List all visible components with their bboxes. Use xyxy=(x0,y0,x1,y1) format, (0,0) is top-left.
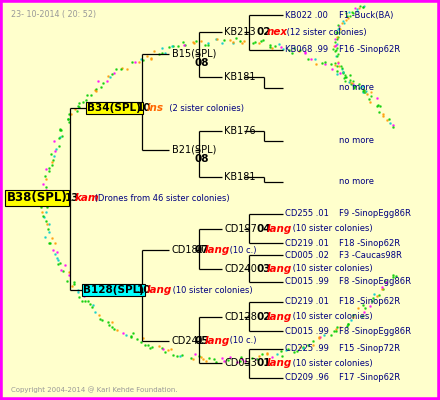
Text: B21(SPL): B21(SPL) xyxy=(172,145,216,155)
Text: B38(SPL): B38(SPL) xyxy=(7,192,68,204)
Text: CD015 .99: CD015 .99 xyxy=(285,327,329,336)
Text: KB068 .99: KB068 .99 xyxy=(285,45,328,54)
Text: B128(SPL): B128(SPL) xyxy=(83,285,144,295)
Text: CD015 .99: CD015 .99 xyxy=(285,278,329,286)
Text: F16 -Sinop62R: F16 -Sinop62R xyxy=(339,45,400,54)
Text: F3 -Caucas98R: F3 -Caucas98R xyxy=(339,251,402,260)
Text: lang: lang xyxy=(267,312,292,322)
Text: B15(SPL): B15(SPL) xyxy=(172,49,216,59)
Text: KB181: KB181 xyxy=(224,72,256,82)
Text: CD219 .01: CD219 .01 xyxy=(285,239,329,248)
Text: (10 c.): (10 c.) xyxy=(227,336,257,345)
Text: Copyright 2004-2014 @ Karl Kehde Foundation.: Copyright 2004-2014 @ Karl Kehde Foundat… xyxy=(11,386,178,393)
Text: F17 -Sinop62R: F17 -Sinop62R xyxy=(339,374,400,382)
Text: lang: lang xyxy=(267,264,292,274)
Text: kam: kam xyxy=(75,193,99,203)
Text: 03: 03 xyxy=(257,264,271,274)
Text: CD197: CD197 xyxy=(224,224,257,234)
Text: 23- 10-2014 ( 20: 52): 23- 10-2014 ( 20: 52) xyxy=(11,10,96,19)
Text: (2 sister colonies): (2 sister colonies) xyxy=(164,104,244,112)
Text: lang: lang xyxy=(205,245,230,255)
Text: (10 sister colonies): (10 sister colonies) xyxy=(290,312,372,321)
Text: KB213: KB213 xyxy=(224,27,256,37)
Text: F8 -SinopEgg86R: F8 -SinopEgg86R xyxy=(339,327,411,336)
Text: lang: lang xyxy=(205,336,230,346)
Text: CD240: CD240 xyxy=(224,264,257,274)
Text: 05: 05 xyxy=(195,336,209,346)
Text: 02: 02 xyxy=(257,312,271,322)
Text: B34(SPL): B34(SPL) xyxy=(88,103,141,113)
Text: lang: lang xyxy=(267,224,292,234)
Text: KB181: KB181 xyxy=(224,172,256,182)
Text: (10 sister colonies): (10 sister colonies) xyxy=(170,286,253,294)
Text: 04: 04 xyxy=(257,224,271,234)
Text: 08: 08 xyxy=(195,58,209,68)
Text: CD219 .01: CD219 .01 xyxy=(285,298,329,306)
Text: no more: no more xyxy=(339,84,374,92)
Text: 07: 07 xyxy=(195,245,209,255)
Text: 13: 13 xyxy=(65,193,80,203)
Text: lang: lang xyxy=(267,358,292,368)
Text: CD053: CD053 xyxy=(224,358,257,368)
Text: (10 c.): (10 c.) xyxy=(227,246,257,254)
Text: 08: 08 xyxy=(195,154,209,164)
Text: no more: no more xyxy=(339,136,374,145)
Text: F1 -Buck(BA): F1 -Buck(BA) xyxy=(339,11,393,20)
Text: no more: no more xyxy=(339,178,374,186)
Text: (10 sister colonies): (10 sister colonies) xyxy=(290,359,372,368)
Text: CD225 .99: CD225 .99 xyxy=(285,344,329,353)
Text: F18 -Sinop62R: F18 -Sinop62R xyxy=(339,239,400,248)
Text: 01: 01 xyxy=(257,358,271,368)
Text: CD180: CD180 xyxy=(172,245,204,255)
Text: (10 sister colonies): (10 sister colonies) xyxy=(290,264,372,273)
Text: F15 -Sinop72R: F15 -Sinop72R xyxy=(339,344,400,353)
Text: (Drones from 46 sister colonies): (Drones from 46 sister colonies) xyxy=(92,194,230,202)
Text: lang: lang xyxy=(147,285,172,295)
Text: (10 sister colonies): (10 sister colonies) xyxy=(290,224,372,233)
Text: F8 -SinopEgg86R: F8 -SinopEgg86R xyxy=(339,278,411,286)
Text: F18 -Sinop62R: F18 -Sinop62R xyxy=(339,298,400,306)
Text: KB176: KB176 xyxy=(224,126,256,136)
Text: F9 -SinopEgg86R: F9 -SinopEgg86R xyxy=(339,210,411,218)
Text: CD241: CD241 xyxy=(172,336,205,346)
Text: nex: nex xyxy=(267,27,288,37)
Text: CD128: CD128 xyxy=(224,312,257,322)
Text: 10: 10 xyxy=(137,103,152,113)
Text: 10: 10 xyxy=(137,285,152,295)
Text: CD209 .96: CD209 .96 xyxy=(285,374,329,382)
Text: (12 sister colonies): (12 sister colonies) xyxy=(284,28,367,36)
Text: ins: ins xyxy=(147,103,164,113)
Text: CD255 .01: CD255 .01 xyxy=(285,210,329,218)
Text: KB022 .00: KB022 .00 xyxy=(285,11,328,20)
Text: 02: 02 xyxy=(257,27,271,37)
Text: CD005 .02: CD005 .02 xyxy=(285,251,329,260)
